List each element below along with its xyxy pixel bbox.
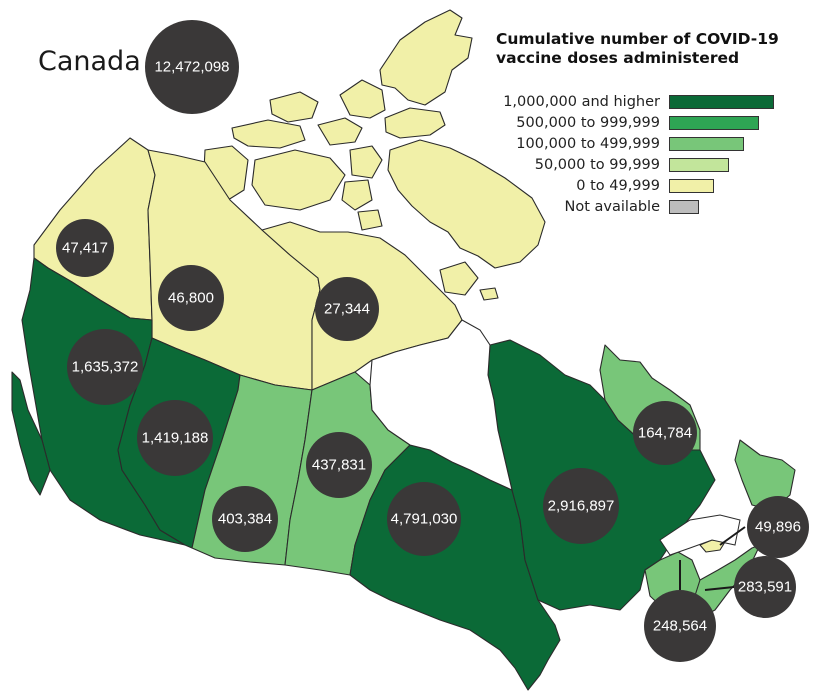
region-vancouver-island (11, 371, 51, 496)
yukon-bubble (56, 219, 114, 277)
legend-label: 500,000 to 999,999 (516, 115, 660, 131)
saskatchewan-bubble (212, 486, 278, 552)
legend-title-line2: vaccine doses administered (496, 49, 740, 67)
nunavut-value-label: 27,344 (324, 301, 370, 318)
northwest-territories-bubble (158, 265, 224, 331)
legend-swatch (669, 200, 699, 214)
legend-label: Not available (564, 199, 660, 215)
hudson-bay (369, 319, 513, 491)
legend-label: 50,000 to 99,999 (534, 157, 660, 173)
british-columbia-value-label: 1,635,372 (72, 359, 139, 376)
devon-island (384, 107, 446, 139)
prince-edward-island-leader-line (719, 526, 746, 546)
country-value-label: 12,472,098 (154, 59, 229, 76)
manitoba-value-label: 437,831 (312, 457, 366, 474)
legend-swatch (669, 116, 759, 130)
legend-swatch (669, 95, 774, 109)
ontario-bubble (387, 482, 461, 556)
axel-heiberg-island (339, 79, 386, 119)
country-label: Canada (38, 46, 141, 77)
king-william-island (357, 209, 383, 231)
nunavut-bubble (315, 277, 379, 341)
prince-edward-island-value-label: 49,896 (755, 519, 801, 536)
victoria-island (251, 149, 346, 211)
new-brunswick-value-label: 248,564 (653, 618, 707, 635)
ellesmere-island (379, 9, 473, 106)
arctic-islands (203, 9, 546, 353)
value-bubbles: 12,472,098 47,417 46,800 27,344 1,635,372 1,4… (56, 20, 809, 662)
saskatchewan-value-label: 403,384 (218, 511, 272, 528)
manitoba-bubble (306, 432, 372, 498)
quebec-bubble (543, 468, 619, 544)
nova-scotia-value-label: 283,591 (738, 579, 792, 596)
bathurst-island (317, 117, 363, 146)
new-brunswick-bubble (644, 590, 716, 662)
legend-swatch (669, 158, 729, 172)
southampton-island (439, 261, 479, 296)
yukon-value-label: 47,417 (62, 240, 108, 257)
nova-scotia-bubble (734, 556, 796, 618)
queen-elizabeth-islands (269, 91, 319, 123)
newfoundland-and-labrador-value-label: 164,784 (638, 425, 692, 442)
prince-edward-island-bubble (747, 496, 809, 558)
northwest-territories-value-label: 46,800 (168, 290, 214, 307)
somerset-island (349, 145, 383, 179)
legend-swatch (669, 179, 714, 193)
legend-swatch (669, 137, 744, 151)
baffin-island (387, 139, 546, 269)
nova-scotia-leader-line (704, 586, 735, 591)
newfoundland-and-labrador-bubble (633, 401, 697, 465)
legend-label: 1,000,000 and higher (503, 94, 660, 110)
melville-island (231, 119, 306, 149)
alberta-bubble (137, 400, 213, 476)
alberta-value-label: 1,419,188 (142, 430, 209, 447)
gulf-of-st-lawrence (659, 514, 741, 556)
quebec-value-label: 2,916,897 (548, 498, 615, 515)
legend-label: 100,000 to 499,999 (516, 136, 660, 152)
country-bubble (145, 20, 239, 114)
coats-island (479, 287, 499, 301)
british-columbia-bubble (67, 329, 143, 405)
ontario-value-label: 4,791,030 (391, 511, 458, 528)
legend-title-line1: Cumulative number of COVID-19 (496, 30, 779, 48)
legend-title: Cumulative number of COVID-19 vaccine do… (496, 30, 796, 68)
prince-of-wales-island (341, 179, 373, 211)
legend-label: 0 to 49,999 (576, 178, 660, 194)
